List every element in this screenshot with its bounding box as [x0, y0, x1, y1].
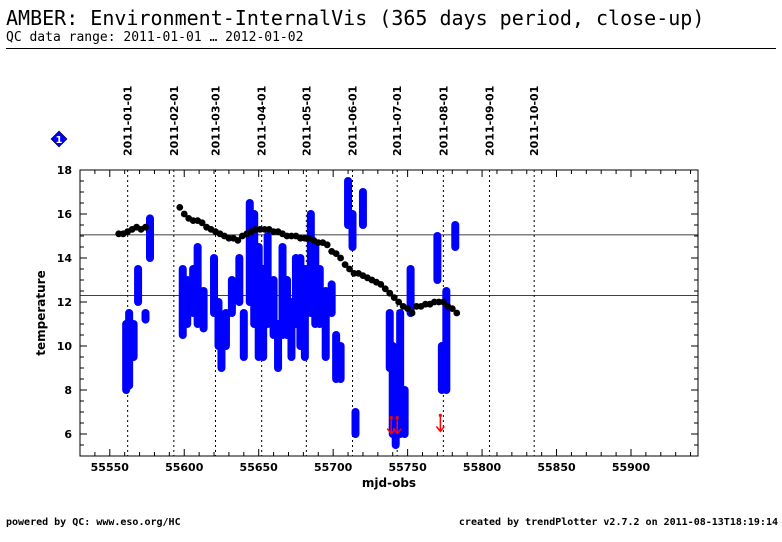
y-tick-label: 10	[57, 340, 73, 353]
average-point	[176, 204, 184, 211]
x-tick-label: 55700	[314, 461, 353, 474]
x-axis-label: mjd-obs	[362, 476, 416, 490]
average-point	[142, 223, 149, 231]
y-tick-label: 6	[64, 428, 72, 441]
average-point	[439, 298, 447, 306]
average-point	[408, 309, 416, 317]
footer-left: powered by QC: www.eso.org/HC	[6, 517, 181, 528]
date-label: 2011-04-01	[256, 86, 269, 156]
average-point	[404, 305, 412, 312]
average-point	[381, 285, 389, 293]
date-label: 2011-08-01	[437, 86, 450, 156]
series-average	[115, 204, 461, 317]
footer-right: created by trendPlotter v2.7.2 on 2011-0…	[458, 517, 778, 528]
average-point	[346, 265, 353, 273]
x-tick-label: 55800	[463, 461, 502, 474]
date-label: 2011-01-01	[122, 86, 135, 156]
diamond-icon	[50, 130, 68, 148]
average-point	[453, 309, 461, 317]
y-tick-label: 8	[64, 384, 72, 397]
date-label: 2011-05-01	[300, 86, 313, 156]
y-axis-label: temperature	[34, 270, 48, 355]
outlier-dot	[438, 413, 442, 417]
page-subtitle: QC data range: 2011-01-01 … 2012-01-02	[6, 30, 304, 45]
x-tick-label: 55900	[612, 461, 651, 474]
date-label: 2011-07-01	[391, 86, 404, 156]
x-tick-label: 55600	[165, 461, 204, 474]
average-point	[386, 289, 394, 297]
average-point	[198, 219, 206, 227]
outlier-marker	[392, 416, 402, 435]
average-point	[390, 294, 398, 301]
average-point	[395, 298, 403, 306]
y-tick-label: 14	[57, 252, 73, 265]
y-tick-label: 18	[57, 164, 72, 177]
average-point	[377, 281, 385, 288]
average-point	[234, 237, 242, 244]
outlier-marker	[435, 413, 445, 433]
page-title: AMBER: Environment-InternalVis (365 days…	[6, 6, 705, 30]
outlier-arrowhead	[435, 425, 445, 433]
average-point	[337, 254, 345, 262]
y-tick-label: 12	[57, 296, 72, 309]
x-tick-label: 55550	[91, 461, 130, 474]
x-tick-label: 55850	[537, 461, 576, 474]
outlier-dot	[389, 416, 393, 420]
date-label: 2011-02-01	[168, 86, 181, 156]
x-tick-label: 55650	[240, 461, 279, 474]
average-point	[180, 210, 188, 218]
marker-label: 1	[56, 135, 63, 146]
average-point	[332, 250, 340, 257]
y-tick-label: 16	[57, 208, 73, 221]
average-point	[323, 241, 331, 249]
x-tick-label: 55750	[388, 461, 427, 474]
average-point	[341, 261, 349, 268]
date-label: 2011-03-01	[210, 86, 223, 156]
series-temperature	[122, 177, 460, 449]
outlier-arrowhead	[392, 428, 402, 435]
date-label: 2011-10-01	[528, 86, 541, 156]
outlier-dot	[395, 416, 399, 420]
average-point	[448, 305, 456, 312]
header: AMBER: Environment-InternalVis (365 days…	[6, 6, 776, 49]
plot-marker-icon: 1	[50, 130, 68, 148]
date-label: 2011-09-01	[484, 86, 497, 156]
date-label: 2011-06-01	[347, 86, 360, 156]
